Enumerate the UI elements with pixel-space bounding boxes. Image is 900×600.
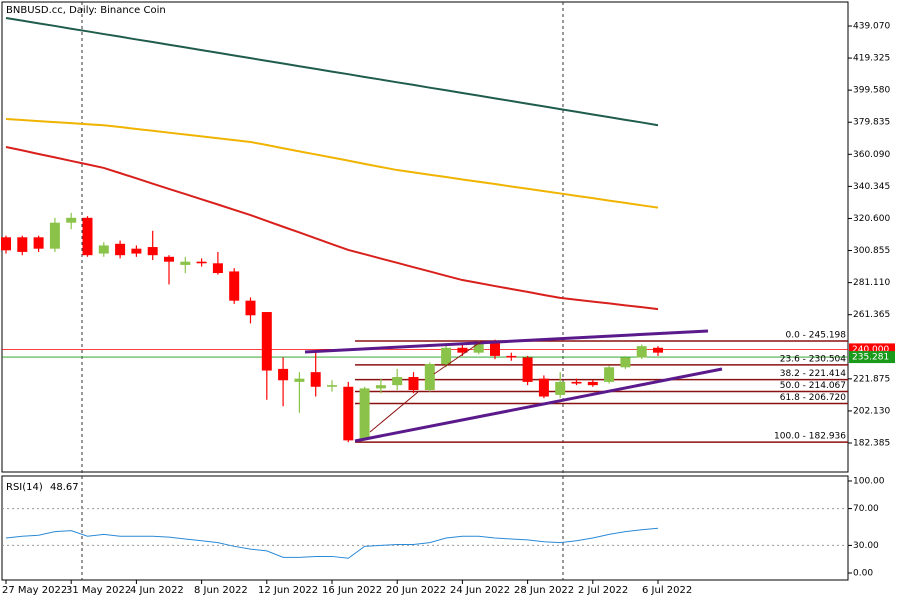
candle-body [457, 347, 468, 353]
candle-body [131, 248, 142, 254]
x-tick-label: 27 May 2022 [2, 585, 67, 596]
x-tick-label: 4 Jun 2022 [130, 585, 184, 596]
rsi-line [5, 527, 659, 559]
x-tick-label: 28 Jun 2022 [514, 585, 574, 596]
y-tick-label: 281.110 [853, 278, 890, 288]
candle-body [310, 372, 321, 387]
candle-body [180, 261, 191, 265]
candle-body [327, 385, 337, 387]
x-tick-label: 24 Jun 2022 [450, 585, 510, 596]
candle-body [473, 342, 484, 353]
candle-body [33, 237, 44, 249]
candle-body [555, 381, 566, 395]
candle-body [636, 346, 647, 358]
y-tick-label: 221.875 [853, 374, 890, 384]
trendline [354, 367, 723, 443]
y-tick-label: 439.070 [853, 21, 890, 31]
candle-body [392, 377, 403, 386]
y-tick-label: 0.00 [853, 569, 873, 579]
x-tick-label: 16 Jun 2022 [322, 585, 382, 596]
candle-body [587, 381, 598, 386]
fib-label: 0.0 - 245.198 [786, 330, 847, 340]
x-tick-label: 20 Jun 2022 [386, 585, 446, 596]
y-tick-label: 100.00 [853, 476, 885, 486]
y-tick-label: 399.580 [853, 86, 890, 96]
y-tick-label: 419.325 [853, 54, 890, 64]
candle-body [375, 385, 386, 389]
fib-label: 38.2 - 221.414 [780, 369, 846, 379]
price-panel [1, 1, 849, 473]
rsi-last-value: 48.67 [50, 482, 79, 493]
candle-body [408, 377, 419, 391]
y-tick-label: 182.385 [853, 439, 890, 449]
candle-body [424, 364, 435, 391]
y-tick-label: 300.855 [853, 246, 890, 256]
price-box [849, 351, 895, 364]
candle-body [147, 247, 158, 256]
moving-average [5, 118, 659, 209]
fib-connector [369, 391, 419, 433]
candle-body [261, 312, 272, 371]
y-tick-label: 261.365 [853, 310, 890, 320]
y-tick-label: 320.600 [853, 214, 890, 224]
candle-body [229, 271, 240, 301]
candle-body [115, 243, 126, 256]
candle-body [604, 367, 615, 382]
candle-body [245, 300, 256, 316]
candle-body [620, 357, 631, 368]
y-tick-label: 379.835 [853, 118, 890, 128]
candle-body [278, 368, 289, 381]
fib-label: 50.0 - 214.067 [780, 381, 846, 391]
candle-body [343, 386, 354, 441]
candle-body [441, 347, 452, 365]
candle-body [653, 347, 663, 353]
rsi-title: RSI(14) [6, 482, 43, 493]
y-tick-label: 360.090 [853, 150, 890, 160]
candle-body [522, 357, 533, 382]
x-tick-label: 31 May 2022 [66, 585, 131, 596]
candle-body [294, 378, 305, 382]
price-box-label: 240.000 [852, 345, 889, 355]
candle-body [490, 342, 500, 356]
y-tick-label: 340.345 [853, 182, 890, 192]
candle-body [506, 355, 517, 358]
candle-body [538, 378, 549, 397]
candle-body [164, 256, 174, 262]
chart-title: BNBUSD.cc, Daily: Binance Coin [6, 5, 166, 16]
fib-connector [433, 340, 483, 375]
moving-average [5, 16, 659, 127]
candle-body [66, 217, 77, 223]
candle-body [98, 245, 109, 254]
candle-body [49, 222, 60, 249]
x-tick-label: 2 Jul 2022 [578, 585, 628, 596]
candle-body [359, 388, 370, 439]
candle-body [212, 263, 223, 274]
x-tick-label: 8 Jun 2022 [194, 585, 248, 596]
price-box-label: 235.281 [852, 353, 889, 363]
y-tick-label: 30.00 [853, 541, 879, 551]
y-tick-label: 202.130 [853, 406, 890, 416]
candle-body [196, 261, 207, 264]
y-tick-label: 70.00 [853, 504, 879, 514]
rsi-panel [1, 475, 849, 581]
candle-body [1, 237, 11, 251]
moving-average [5, 146, 659, 311]
marks [1, 16, 848, 559]
trendline [304, 329, 709, 354]
fib-label: 100.0 - 182.936 [774, 432, 846, 442]
fib-label: 23.6 - 230.504 [780, 354, 846, 364]
x-tick-label: 12 Jun 2022 [258, 585, 318, 596]
fib-label: 61.8 - 206.720 [780, 393, 846, 403]
candle-body [571, 381, 582, 384]
x-tick-label: 6 Jul 2022 [642, 585, 692, 596]
candle-body [17, 237, 28, 252]
candle-body [82, 217, 93, 256]
